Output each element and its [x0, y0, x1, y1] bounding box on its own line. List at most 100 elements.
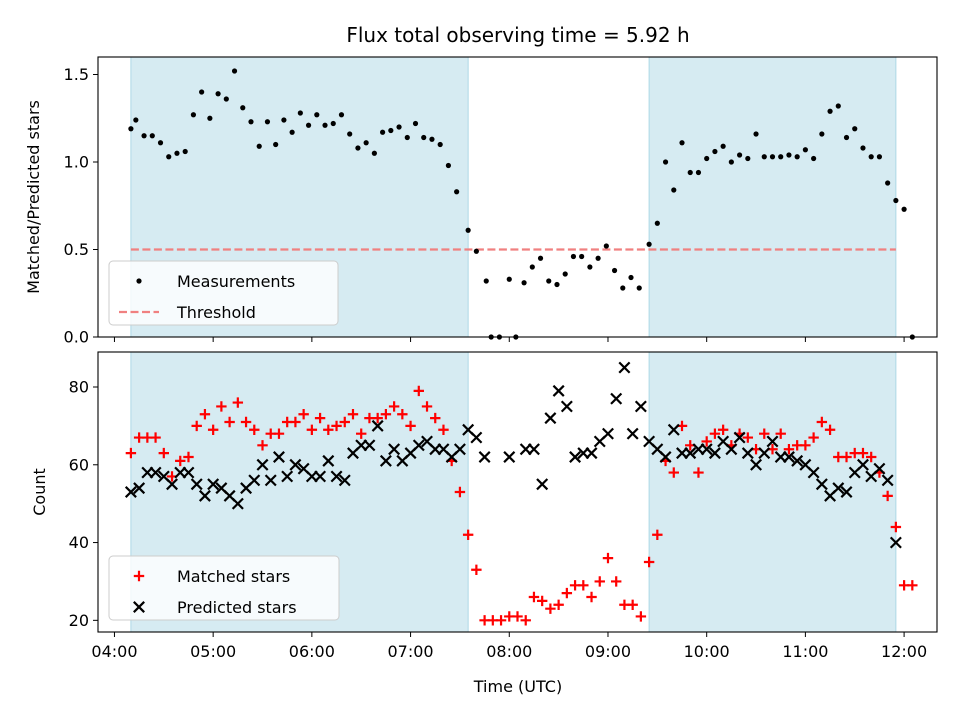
- legend-measurements-marker: [136, 278, 142, 284]
- measurement-point: [835, 103, 841, 109]
- predicted-star-point: [412, 439, 425, 452]
- predicted-star-point: [791, 454, 804, 467]
- predicted-star-point: [371, 419, 384, 432]
- matched-star-point: [775, 428, 786, 439]
- matched-star-point: [216, 401, 227, 412]
- top-shaded-interval: [649, 57, 896, 337]
- measurement-point: [587, 264, 593, 270]
- predicted-star-point: [585, 447, 598, 460]
- legend-label: Threshold: [176, 303, 256, 322]
- matched-star-point: [347, 409, 359, 420]
- matched-star-point: [298, 409, 309, 420]
- top-y-tick-label: 0.0: [64, 328, 89, 347]
- matched-star-point: [553, 599, 564, 610]
- bottom-x-tick-label: 04:00: [91, 642, 137, 661]
- predicted-star-point: [881, 474, 894, 487]
- matched-star-point: [824, 424, 836, 435]
- measurement-point: [654, 220, 660, 226]
- measurement-point: [264, 119, 271, 125]
- predicted-star-point: [536, 478, 549, 491]
- matched-star-point: [890, 521, 902, 533]
- matched-star-point: [397, 409, 408, 420]
- top-axes-frame: [97, 56, 938, 338]
- predicted-star-point: [758, 447, 771, 460]
- predicted-star-point: [659, 451, 672, 463]
- measurement-point: [297, 110, 303, 116]
- predicted-star-point: [815, 478, 828, 491]
- measurement-point: [305, 122, 312, 128]
- predicted-star-point: [289, 458, 302, 471]
- matched-star-point: [224, 416, 235, 428]
- matched-star-point: [627, 599, 638, 610]
- measurement-point: [465, 227, 471, 233]
- measurement-point: [396, 124, 402, 130]
- predicted-star-point: [618, 361, 631, 374]
- matched-star-point: [413, 385, 424, 397]
- measurement-point: [273, 141, 279, 148]
- measurement-point: [347, 131, 353, 137]
- legend-label: Measurements: [177, 272, 295, 291]
- predicted-star-point: [684, 447, 697, 460]
- predicted-star-point: [807, 466, 820, 479]
- matched-star-point: [742, 432, 754, 443]
- legend-label: Predicted stars: [177, 598, 297, 617]
- bottom-x-tick-label: 10:00: [684, 642, 730, 661]
- predicted-star-point: [527, 443, 540, 456]
- measurement-point: [728, 159, 734, 165]
- measurement-point: [628, 274, 634, 281]
- matched-star-point: [652, 529, 663, 540]
- predicted-star-point: [453, 443, 466, 456]
- matched-star-point: [586, 591, 597, 603]
- top-panel: 0.0 0.5 1.0 1.5 Measurements Threshold: [64, 56, 938, 347]
- predicted-star-point: [503, 451, 516, 463]
- measurement-point: [445, 162, 452, 169]
- predicted-star-point: [133, 482, 146, 495]
- measurement-point: [704, 155, 710, 162]
- measurement-point: [736, 152, 743, 158]
- matched-star-point: [512, 611, 523, 622]
- predicted-star-point: [782, 451, 795, 463]
- measurement-point: [437, 141, 443, 148]
- matched-star-point: [471, 564, 482, 575]
- matched-star-point: [611, 576, 622, 587]
- measurement-point: [388, 127, 394, 134]
- measurement-point: [868, 154, 874, 160]
- matched-star-point: [717, 424, 729, 435]
- predicted-star-point: [856, 458, 869, 471]
- predicted-star-point: [750, 458, 763, 471]
- measurement-point: [404, 134, 410, 141]
- measurement-point: [483, 278, 489, 284]
- matched-star-point: [199, 409, 211, 420]
- bottom-axes-frame: [97, 351, 938, 633]
- bottom-y-tick-label: 80: [69, 378, 89, 397]
- predicted-star-point: [889, 536, 902, 549]
- matched-star-point: [907, 580, 918, 591]
- predicted-star-point: [149, 466, 162, 479]
- measurement-point: [289, 129, 295, 135]
- predicted-star-point: [741, 447, 754, 460]
- measurement-point: [546, 278, 552, 284]
- matched-star-point: [150, 432, 161, 443]
- predicted-star-point: [667, 423, 680, 436]
- matched-star-point: [306, 424, 318, 435]
- measurement-point: [679, 140, 685, 146]
- bottom-y-tick-label: 40: [69, 533, 89, 552]
- matched-star-point: [331, 420, 342, 432]
- legend-label: Matched stars: [177, 567, 290, 586]
- measurement-point: [901, 206, 907, 212]
- top-y-tick-label: 1.5: [64, 65, 89, 84]
- measurement-point: [819, 131, 825, 137]
- predicted-star-point: [544, 412, 557, 425]
- matched-star-point: [495, 615, 507, 626]
- predicted-star-point: [190, 478, 203, 491]
- measurement-point: [537, 255, 544, 261]
- predicted-star-point: [478, 451, 491, 463]
- predicted-star-point: [314, 470, 327, 483]
- matched-star-point: [816, 416, 828, 428]
- matched-star-point: [882, 490, 893, 502]
- measurement-point: [611, 267, 618, 274]
- predicted-star-point: [198, 489, 211, 502]
- measurement-point: [256, 143, 262, 149]
- measurement-point: [371, 150, 377, 156]
- predicted-star-point: [552, 384, 565, 397]
